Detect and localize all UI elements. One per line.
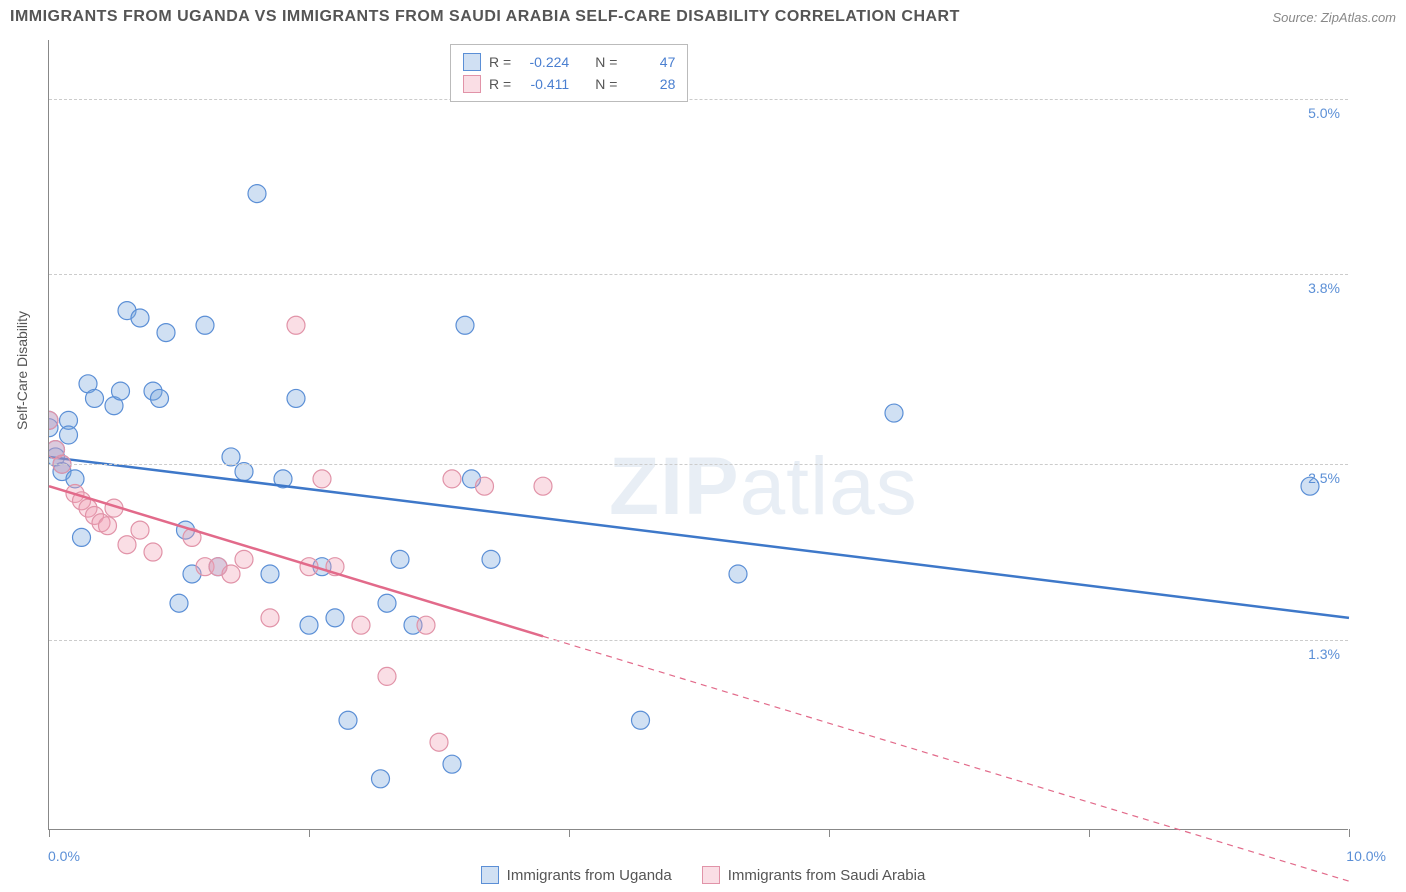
ytick-label: 5.0% <box>1308 105 1340 121</box>
x-min-label: 0.0% <box>48 848 80 864</box>
xtick <box>569 829 570 837</box>
gridline <box>49 640 1348 641</box>
ytick-label: 1.3% <box>1308 646 1340 662</box>
legend-label-uganda: Immigrants from Uganda <box>507 867 672 884</box>
swatch-uganda <box>463 53 481 71</box>
legend-label-saudi: Immigrants from Saudi Arabia <box>728 867 926 884</box>
legend-row-uganda: R = -0.224 N = 47 <box>463 51 675 73</box>
chart-title: IMMIGRANTS FROM UGANDA VS IMMIGRANTS FRO… <box>10 8 960 26</box>
gridline <box>49 99 1348 100</box>
chart-header: IMMIGRANTS FROM UGANDA VS IMMIGRANTS FRO… <box>10 8 1396 26</box>
ytick-label: 2.5% <box>1308 470 1340 486</box>
r-saudi: -0.411 <box>519 76 569 92</box>
swatch-saudi <box>463 75 481 93</box>
xtick <box>1089 829 1090 837</box>
swatch-uganda-2 <box>481 866 499 884</box>
xtick <box>829 829 830 837</box>
ytick-label: 3.8% <box>1308 280 1340 296</box>
plot-area: ZIPatlas 1.3%2.5%3.8%5.0% <box>48 40 1348 830</box>
legend-item-saudi: Immigrants from Saudi Arabia <box>702 866 926 884</box>
n-label-2: N = <box>595 76 617 92</box>
x-max-label: 10.0% <box>1346 848 1386 864</box>
gridline <box>49 274 1348 275</box>
legend-item-uganda: Immigrants from Uganda <box>481 866 672 884</box>
r-uganda: -0.224 <box>519 54 569 70</box>
xtick <box>49 829 50 837</box>
gridline <box>49 464 1348 465</box>
legend-stats: R = -0.224 N = 47 R = -0.411 N = 28 <box>450 44 688 102</box>
n-saudi: 28 <box>625 76 675 92</box>
chart-source: Source: ZipAtlas.com <box>1272 10 1396 25</box>
n-uganda: 47 <box>625 54 675 70</box>
legend-row-saudi: R = -0.411 N = 28 <box>463 73 675 95</box>
n-label: N = <box>595 54 617 70</box>
xtick <box>309 829 310 837</box>
y-axis-title: Self-Care Disability <box>14 311 30 430</box>
r-label-2: R = <box>489 76 511 92</box>
xtick <box>1349 829 1350 837</box>
r-label: R = <box>489 54 511 70</box>
plot-svg <box>49 40 1348 829</box>
legend-series: Immigrants from Uganda Immigrants from S… <box>0 866 1406 884</box>
swatch-saudi-2 <box>702 866 720 884</box>
